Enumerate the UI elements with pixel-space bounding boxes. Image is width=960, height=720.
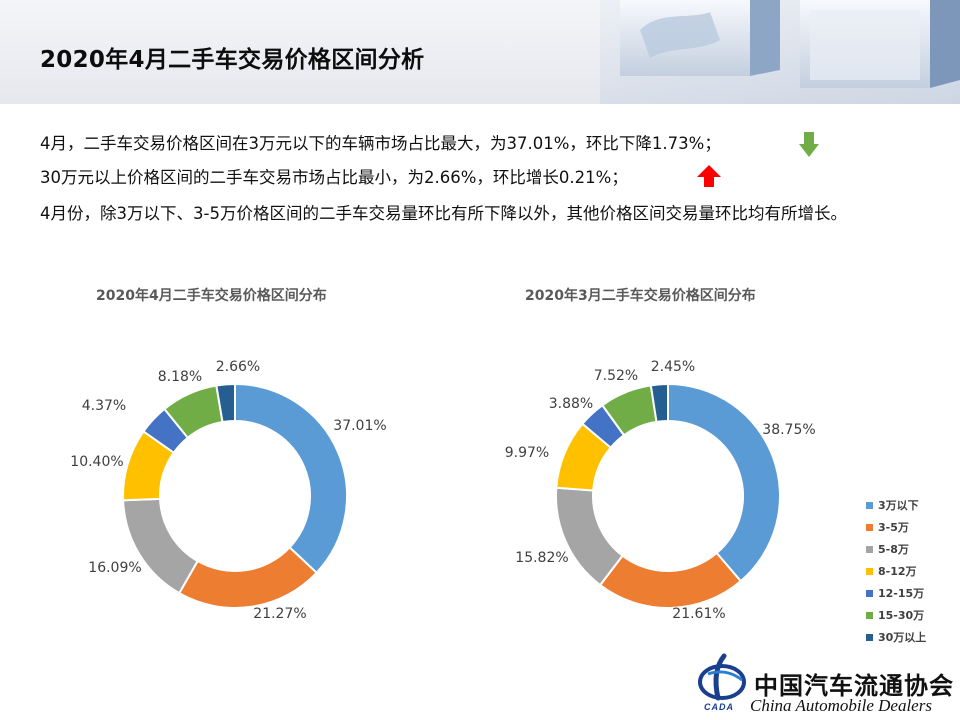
legend-swatch <box>866 568 873 575</box>
data-label: 3.88% <box>549 396 593 412</box>
summary-line-2: 30万元以上价格区间的二手车交易市场占比最小，为2.66%，环比增长0.21%； <box>40 168 628 187</box>
legend-swatch <box>866 612 873 619</box>
green-down-arrow-icon <box>799 132 819 157</box>
data-label: 2.66% <box>216 359 260 375</box>
legend-swatch <box>866 634 873 641</box>
data-label: 21.61% <box>672 606 725 622</box>
data-label: 8.18% <box>158 369 202 385</box>
data-label: 9.97% <box>505 445 549 461</box>
legend-label: 5-8万 <box>878 543 909 556</box>
data-label: 7.52% <box>594 368 638 384</box>
org-name: 中国汽车流通协会 <box>754 672 954 700</box>
data-label: 38.75% <box>762 422 815 438</box>
data-label: 16.09% <box>88 560 141 576</box>
page-title: 2020年4月二手车交易价格区间分析 <box>40 47 425 73</box>
chart-title-march: 2020年3月二手车交易价格区间分布 <box>525 288 756 304</box>
legend-swatch <box>866 502 873 509</box>
data-label: 15.82% <box>515 550 568 566</box>
legend-swatch <box>866 546 873 553</box>
chart-title-april: 2020年4月二手车交易价格区间分布 <box>96 288 327 304</box>
donut-slice <box>598 551 743 609</box>
donut-slice <box>667 382 781 583</box>
donut-slice <box>649 382 669 424</box>
cada-emblem-icon <box>698 653 746 701</box>
legend-label: 15-30万 <box>878 609 925 622</box>
donut-slice <box>122 497 200 595</box>
donut-slice <box>215 382 236 424</box>
summary-line-1: 4月，二手车交易价格区间在3万元以下的车辆市场占比最大，为37.01%，环比下降… <box>40 134 721 153</box>
legend-label: 8-12万 <box>878 565 917 578</box>
org-name-english: China Automobile Dealers <box>750 696 932 715</box>
header-cube-image <box>600 0 960 104</box>
legend-swatch <box>866 590 873 597</box>
data-label: 37.01% <box>333 418 386 434</box>
legend-swatch <box>866 524 873 531</box>
legend-label: 12-15万 <box>878 587 925 600</box>
legend-label: 30万以上 <box>878 631 927 644</box>
legend-label: 3-5万 <box>878 521 909 534</box>
donut-slice <box>234 382 348 575</box>
data-label: 10.40% <box>70 454 123 470</box>
data-label: 2.45% <box>651 359 695 375</box>
data-label: 4.37% <box>82 398 126 414</box>
data-label: 21.27% <box>253 606 306 622</box>
donut-slice <box>177 545 318 609</box>
legend-label: 3万以下 <box>878 499 919 512</box>
logo-caption: CADA <box>704 702 734 712</box>
header-banner: 2020年4月二手车交易价格区间分析 <box>0 0 960 104</box>
summary-line-3: 4月份，除3万以下、3-5万价格区间的二手车交易量环比有所下降以外，其他价格区间… <box>40 204 847 223</box>
red-up-arrow-icon <box>697 165 721 187</box>
cada-logo: CADA 中国汽车流通协会 China Automobile Dealers <box>694 652 954 718</box>
